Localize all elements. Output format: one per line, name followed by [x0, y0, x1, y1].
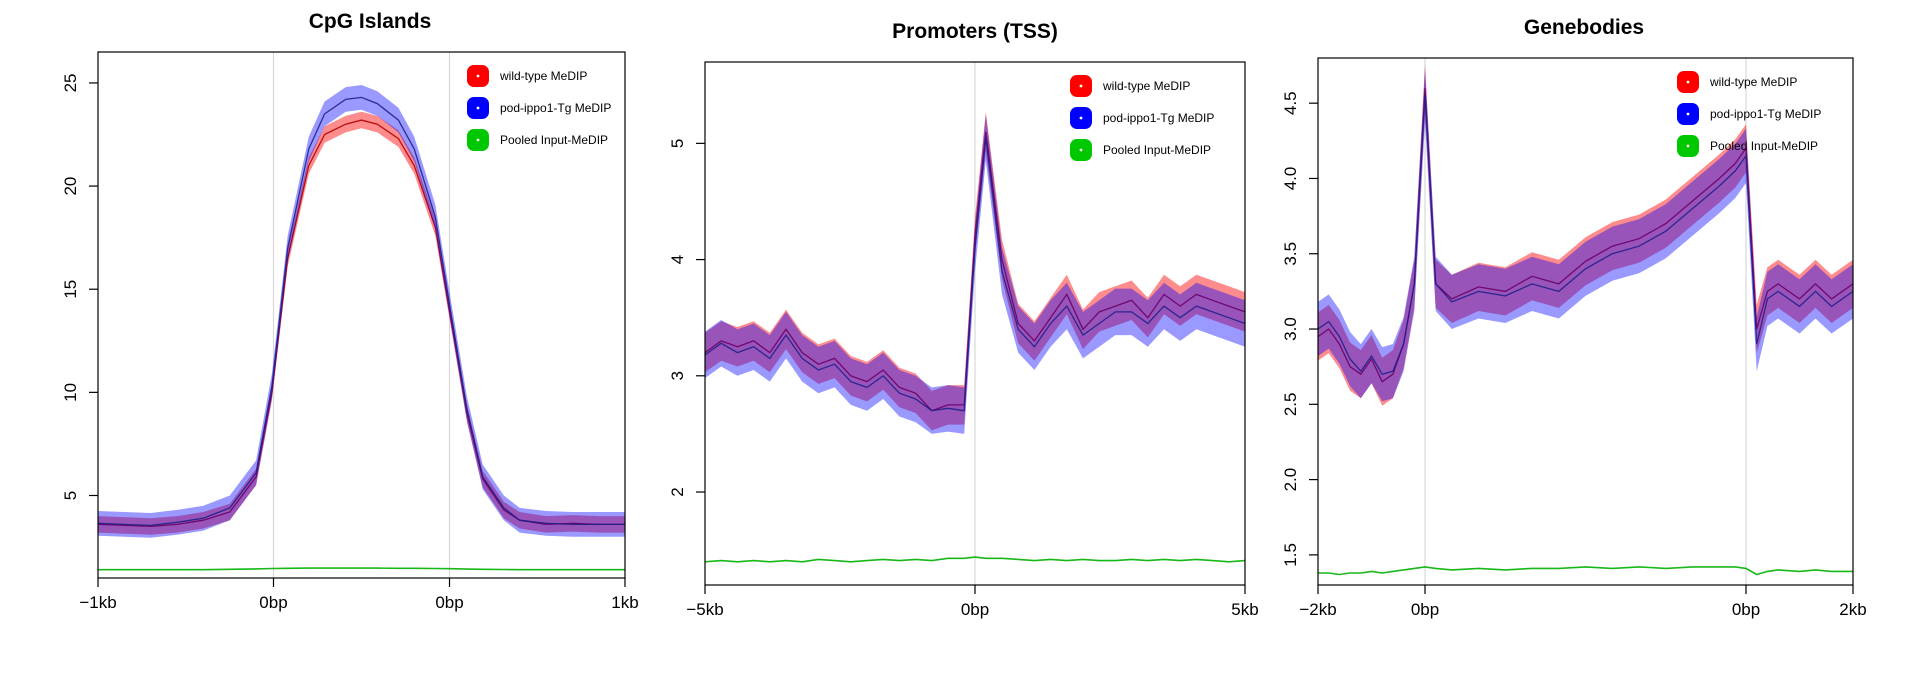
legend-label: pod-ippo1-Tg MeDIP — [1710, 107, 1821, 121]
y-tick-label: 5 — [668, 139, 687, 148]
series-line-3 — [704, 556, 1246, 563]
legend-swatch-dot — [1686, 112, 1690, 116]
chart-title: Genebodies — [1524, 16, 1644, 39]
y-tick-label: 5 — [61, 491, 80, 500]
x-tick-label: 2kb — [1839, 600, 1866, 619]
series-band-1 — [98, 111, 625, 535]
y-tick-label: 10 — [61, 383, 80, 402]
legend-label: wild-type MeDIP — [1709, 75, 1797, 89]
chart-panel-3: Genebodies −2kb 0bp 0bp 2kb 1.5 2.0 2.5 3.0 3.5 4.… — [1281, 16, 1867, 619]
series-line-2 — [1317, 95, 1854, 375]
legend-swatch-dot — [476, 138, 480, 142]
chart-legend: wild-type MeDIP pod-ippo1-Tg MeDIP Pooled … — [467, 65, 611, 151]
legend-swatch-dot — [476, 106, 480, 110]
legend-label: Pooled Input-MeDIP — [500, 133, 608, 147]
legend-label: Pooled Input-MeDIP — [1710, 139, 1818, 153]
y-tick-label: 3.0 — [1281, 317, 1300, 341]
series-line-1 — [97, 119, 625, 528]
legend-label: wild-type MeDIP — [499, 69, 587, 83]
plot-frame — [97, 51, 626, 579]
y-tick-label: 3.5 — [1281, 242, 1300, 266]
series-line-1 — [704, 131, 1246, 412]
legend-label: pod-ippo1-Tg MeDIP — [500, 101, 611, 115]
legend-swatch-dot — [1686, 80, 1690, 84]
chart-panel-1: CpG Islands −1kb 0bp 0bp 1kb 5 10 15 20 25 wild-ty… — [61, 10, 639, 612]
chart-panel-2: Promoters (TSS) −5kb 0bp 5kb 2 3 4 5 wild-type M… — [668, 20, 1259, 619]
y-tick-label: 1.5 — [1281, 543, 1300, 567]
x-tick-label: 1kb — [611, 593, 638, 612]
y-tick-label: 20 — [61, 177, 80, 196]
x-tick-label: −5kb — [686, 600, 723, 619]
y-tick-label: 4.0 — [1281, 167, 1300, 191]
x-tick-label: −2kb — [1299, 600, 1336, 619]
x-tick-label: 0bp — [961, 600, 989, 619]
plot-frame — [1317, 57, 1854, 586]
series-band-2 — [98, 85, 625, 538]
chart-legend: wild-type MeDIP pod-ippo1-Tg MeDIP Pooled … — [1070, 75, 1214, 161]
y-tick-label: 4.5 — [1281, 91, 1300, 115]
y-tick-label: 25 — [61, 73, 80, 92]
series-band-1 — [1318, 64, 1853, 406]
legend-swatch-dot — [476, 74, 480, 78]
y-tick-label: 2.5 — [1281, 392, 1300, 416]
chart-title: CpG Islands — [309, 10, 432, 33]
series-line-1 — [1317, 88, 1854, 383]
y-tick-label: 4 — [668, 255, 687, 264]
chart-title: Promoters (TSS) — [892, 20, 1058, 43]
legend-swatch-dot — [1079, 84, 1083, 88]
y-tick-label: 2.0 — [1281, 468, 1300, 492]
series-band-1 — [705, 112, 1245, 431]
legend-swatch-dot — [1686, 144, 1690, 148]
x-tick-label: 0bp — [259, 593, 287, 612]
x-tick-label: 0bp — [435, 593, 463, 612]
series-line-2 — [704, 137, 1246, 412]
series-line-3 — [1318, 566, 1853, 576]
x-tick-label: 5kb — [1231, 600, 1258, 619]
x-tick-label: −1kb — [79, 593, 116, 612]
series-line-3 — [98, 567, 625, 571]
series-band-2 — [705, 114, 1245, 434]
legend-label: wild-type MeDIP — [1102, 79, 1190, 93]
x-tick-label: 0bp — [1732, 600, 1760, 619]
series-line-2 — [97, 96, 625, 527]
legend-swatch-dot — [1079, 116, 1083, 120]
legend-swatch-dot — [1079, 148, 1083, 152]
legend-label: pod-ippo1-Tg MeDIP — [1103, 111, 1214, 125]
x-tick-label: 0bp — [1411, 600, 1439, 619]
y-tick-label: 15 — [61, 280, 80, 299]
legend-label: Pooled Input-MeDIP — [1103, 143, 1211, 157]
series-band-2 — [1318, 68, 1853, 402]
chart-legend: wild-type MeDIP pod-ippo1-Tg MeDIP Pooled … — [1677, 71, 1821, 157]
y-tick-label: 2 — [668, 487, 687, 496]
y-tick-label: 3 — [668, 371, 687, 380]
